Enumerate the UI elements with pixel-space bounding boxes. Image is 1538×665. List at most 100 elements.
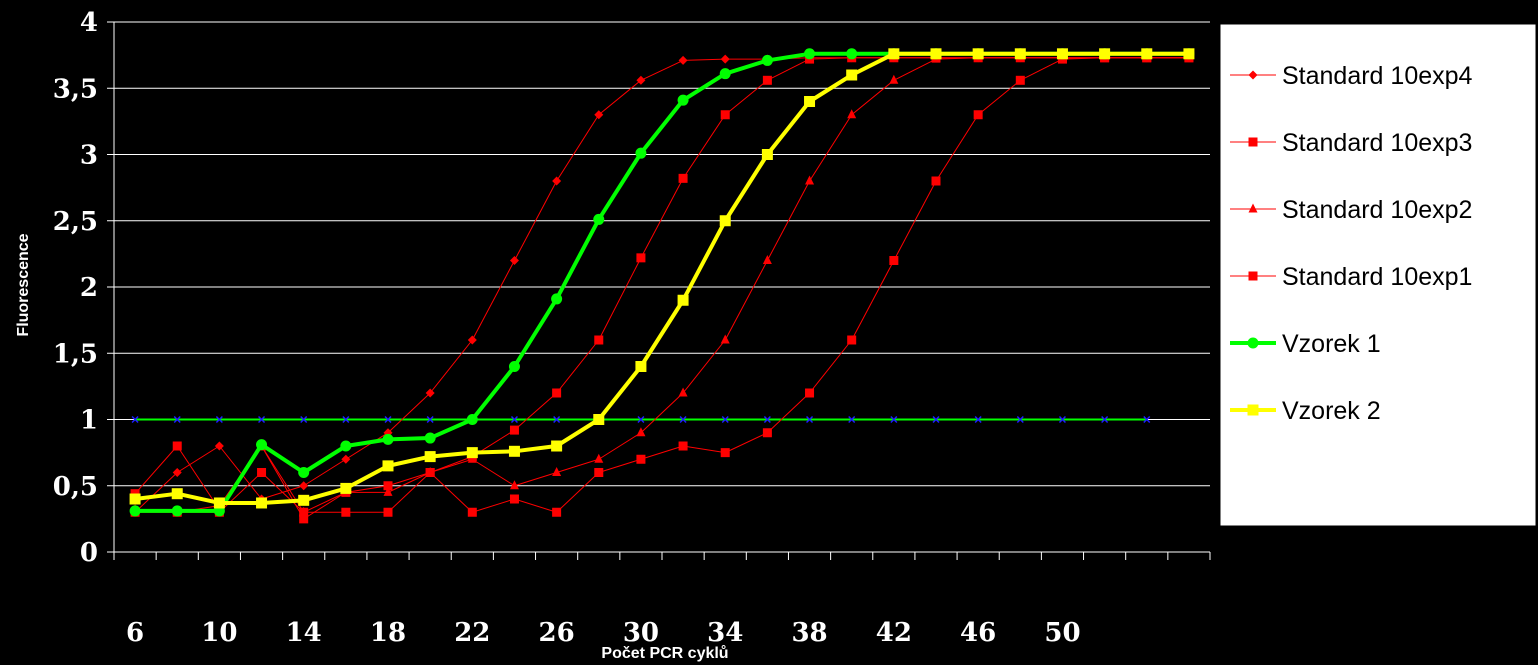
data-point <box>467 453 477 463</box>
x-tick-label: 38 <box>791 618 827 648</box>
data-point <box>594 468 604 477</box>
legend-swatch-marker <box>1248 271 1258 281</box>
data-point <box>508 445 520 457</box>
data-point <box>1099 48 1111 60</box>
data-point <box>593 414 605 425</box>
data-point <box>552 467 562 476</box>
y-tick-label: 2,5 <box>53 207 98 237</box>
data-point <box>678 55 688 65</box>
x-tick-label: 26 <box>539 618 575 648</box>
data-point <box>762 255 772 264</box>
threshold-point <box>342 415 350 424</box>
threshold-point <box>637 415 645 424</box>
legend-item: Standard 10exp4 <box>1230 62 1473 90</box>
data-point <box>383 481 393 491</box>
data-point <box>1141 48 1153 60</box>
data-point <box>847 335 857 345</box>
data-point <box>678 173 688 183</box>
data-point <box>256 439 268 451</box>
threshold-point <box>131 415 139 424</box>
x-tick-label: 34 <box>707 618 743 648</box>
data-point <box>171 488 183 500</box>
legend-swatch-marker <box>1248 137 1258 147</box>
data-point <box>129 505 141 517</box>
data-point <box>888 48 900 60</box>
data-point <box>341 454 351 464</box>
data-point <box>636 75 646 85</box>
data-point <box>889 74 899 84</box>
data-point <box>552 388 562 398</box>
data-point <box>761 149 773 160</box>
legend: Standard 10exp4 Standard 10exp3 Standard 1… <box>1219 23 1537 527</box>
data-point <box>509 256 519 265</box>
x-tick-label: 10 <box>201 618 237 648</box>
data-point <box>594 453 604 463</box>
data-point <box>762 75 772 85</box>
threshold-point <box>510 415 518 424</box>
x-tick-label: 14 <box>286 618 322 648</box>
legend-item: Standard 10exp2 <box>1230 196 1472 224</box>
data-point <box>1014 48 1026 60</box>
x-tick-label: 42 <box>876 618 912 648</box>
data-point <box>805 388 815 398</box>
data-point <box>172 468 182 477</box>
data-point <box>594 110 604 120</box>
data-point <box>467 335 477 345</box>
data-point <box>804 48 816 60</box>
data-point <box>761 54 773 66</box>
data-point <box>636 253 646 263</box>
data-point <box>1183 48 1195 60</box>
data-point <box>257 468 267 477</box>
legend-item: Vzorek 1 <box>1230 330 1381 358</box>
data-point <box>213 497 225 509</box>
threshold-point <box>258 415 266 424</box>
data-point <box>594 335 604 345</box>
data-point <box>509 494 519 504</box>
data-point <box>678 387 688 397</box>
y-tick-labels: 0 0,5 1 1,5 2 2,5 3 3,5 4 <box>53 8 98 568</box>
series-line <box>135 57 1189 513</box>
data-point <box>172 441 182 451</box>
data-point <box>636 427 646 437</box>
data-point <box>299 514 309 524</box>
data-point <box>424 432 436 444</box>
data-point <box>551 293 563 305</box>
threshold-point <box>553 415 561 424</box>
legend-label: Standard 10exp1 <box>1282 263 1472 291</box>
threshold-line <box>131 415 1151 424</box>
data-point <box>298 494 310 506</box>
data-point <box>509 425 519 435</box>
x-tick-label: 22 <box>454 618 490 648</box>
data-point <box>636 454 646 464</box>
threshold-point <box>173 415 181 424</box>
data-point <box>635 361 647 372</box>
series-group <box>129 48 1195 524</box>
data-point <box>847 109 857 119</box>
y-tick-label: 3,5 <box>53 74 98 104</box>
legend-box <box>1219 23 1537 527</box>
data-point <box>466 447 478 459</box>
legend-item: Standard 10exp3 <box>1230 129 1472 157</box>
data-point <box>299 481 309 491</box>
legend-swatch-marker <box>1247 337 1259 349</box>
data-point <box>383 507 393 517</box>
data-point <box>804 96 816 107</box>
data-point <box>846 48 858 60</box>
data-point <box>973 110 983 120</box>
data-point <box>931 176 941 186</box>
threshold-point <box>974 415 982 424</box>
data-point <box>552 176 562 186</box>
data-point <box>256 497 268 509</box>
threshold-point <box>679 415 687 424</box>
data-point <box>677 294 689 306</box>
data-point <box>972 48 984 60</box>
data-point <box>720 110 730 120</box>
series-vzorek-2 <box>129 48 1195 509</box>
data-point <box>171 505 183 517</box>
data-point <box>720 334 730 344</box>
threshold-point <box>721 415 729 424</box>
data-point <box>509 480 519 490</box>
threshold-point <box>1016 415 1024 424</box>
threshold-point <box>763 415 771 424</box>
